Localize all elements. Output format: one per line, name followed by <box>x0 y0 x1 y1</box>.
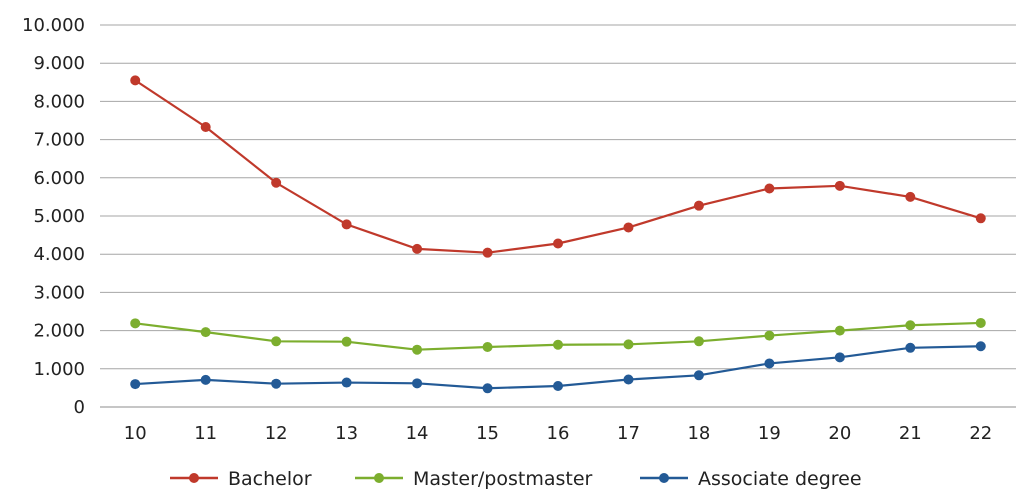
data-point <box>200 121 211 132</box>
legend-label: Master/postmaster <box>413 468 593 489</box>
data-point <box>482 247 493 258</box>
data-point <box>482 383 493 394</box>
y-axis-tick-labels: 0 1.000 2.000 3.000 4.000 5.000 6.000 7.000 8.00… <box>22 15 85 418</box>
series-lines <box>130 75 986 394</box>
grid-lines <box>100 24 1016 370</box>
data-point <box>553 380 563 391</box>
legend-marker <box>374 473 384 483</box>
series-bachelor <box>130 75 986 258</box>
x-tick-label: 13 <box>335 423 358 444</box>
y-tick-label: 7.000 <box>33 130 85 151</box>
y-tick-label: 5.000 <box>33 206 85 227</box>
x-tick-label: 18 <box>687 423 710 444</box>
legend: Bachelor Master/postmaster Associate degre… <box>170 468 862 489</box>
x-tick-label: 10 <box>124 423 147 444</box>
x-tick-label: 15 <box>476 423 499 444</box>
legend-item: Master/postmaster <box>355 468 593 489</box>
x-tick-label: 17 <box>617 423 640 444</box>
data-point <box>764 358 775 369</box>
data-point <box>130 75 141 86</box>
x-tick-label: 12 <box>265 423 288 444</box>
x-tick-label: 11 <box>194 423 217 444</box>
y-tick-label: 3.000 <box>33 282 85 303</box>
data-point <box>271 378 282 389</box>
x-tick-label: 14 <box>406 423 429 444</box>
data-point <box>693 370 704 381</box>
x-tick-label: 21 <box>899 423 922 444</box>
data-point <box>553 339 563 350</box>
data-point <box>271 336 282 347</box>
data-point <box>412 344 423 355</box>
data-point <box>341 377 352 388</box>
y-tick-label: 2.000 <box>33 321 85 342</box>
data-point <box>200 374 211 385</box>
data-point <box>623 374 634 385</box>
data-point <box>905 191 916 202</box>
data-point <box>905 342 916 353</box>
data-point <box>905 320 916 331</box>
data-point <box>693 200 704 211</box>
series-line <box>134 79 982 254</box>
legend-item: Associate degree <box>640 468 862 489</box>
legend-label: Bachelor <box>228 468 312 489</box>
legend-marker <box>189 473 199 483</box>
legend-item: Bachelor <box>170 468 312 489</box>
data-point <box>764 330 775 341</box>
x-tick-label: 20 <box>828 423 851 444</box>
x-axis-tick-labels: 10 11 12 13 14 15 16 17 18 19 20 21 22 <box>124 423 992 444</box>
y-tick-label: 4.000 <box>33 244 85 265</box>
data-point <box>341 219 352 230</box>
y-tick-label: 0 <box>74 397 85 418</box>
data-point <box>764 183 775 194</box>
data-point <box>482 342 493 353</box>
series-associate-degree <box>130 341 986 394</box>
y-tick-label: 9.000 <box>33 53 85 74</box>
data-point <box>130 379 141 390</box>
y-tick-label: 6.000 <box>33 168 85 189</box>
data-point <box>623 339 634 350</box>
series-master-postmaster <box>130 317 986 355</box>
y-tick-label: 10.000 <box>22 15 85 36</box>
data-point <box>553 238 563 249</box>
data-point <box>412 378 423 389</box>
data-point <box>975 213 986 224</box>
y-tick-label: 8.000 <box>33 91 85 112</box>
data-point <box>975 317 986 328</box>
legend-marker <box>659 473 669 483</box>
x-tick-label: 16 <box>547 423 570 444</box>
x-tick-label: 19 <box>758 423 781 444</box>
data-point <box>271 177 282 188</box>
x-tick-label: 22 <box>969 423 992 444</box>
data-point <box>834 180 845 191</box>
data-point <box>412 243 423 254</box>
data-point <box>693 336 704 347</box>
data-point <box>341 336 352 347</box>
data-point <box>623 222 634 233</box>
data-point <box>834 325 845 336</box>
data-point <box>834 352 845 363</box>
data-point <box>200 327 211 338</box>
y-tick-label: 1.000 <box>33 359 85 380</box>
legend-label: Associate degree <box>698 468 862 489</box>
data-point <box>975 341 986 352</box>
data-point <box>130 318 141 329</box>
